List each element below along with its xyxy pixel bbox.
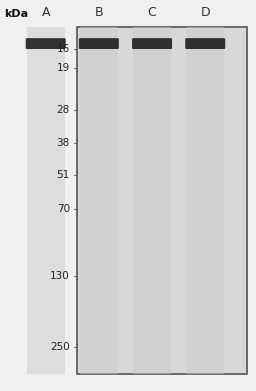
FancyBboxPatch shape (133, 27, 171, 374)
Text: A: A (41, 6, 50, 19)
Text: 51: 51 (57, 170, 70, 180)
Text: 16: 16 (57, 44, 70, 54)
FancyBboxPatch shape (80, 27, 118, 374)
Text: B: B (94, 6, 103, 19)
Text: 19: 19 (57, 63, 70, 73)
FancyBboxPatch shape (27, 27, 65, 374)
FancyBboxPatch shape (77, 27, 247, 374)
Text: 38: 38 (57, 138, 70, 148)
Text: C: C (148, 6, 156, 19)
Text: kDa: kDa (4, 9, 28, 19)
Text: 28: 28 (57, 105, 70, 115)
FancyBboxPatch shape (79, 38, 119, 49)
FancyBboxPatch shape (132, 38, 172, 49)
Text: 70: 70 (57, 204, 70, 214)
FancyBboxPatch shape (26, 38, 66, 49)
Text: 130: 130 (50, 271, 70, 282)
FancyBboxPatch shape (185, 38, 225, 49)
Text: 250: 250 (50, 342, 70, 352)
Text: D: D (200, 6, 210, 19)
FancyBboxPatch shape (186, 27, 224, 374)
